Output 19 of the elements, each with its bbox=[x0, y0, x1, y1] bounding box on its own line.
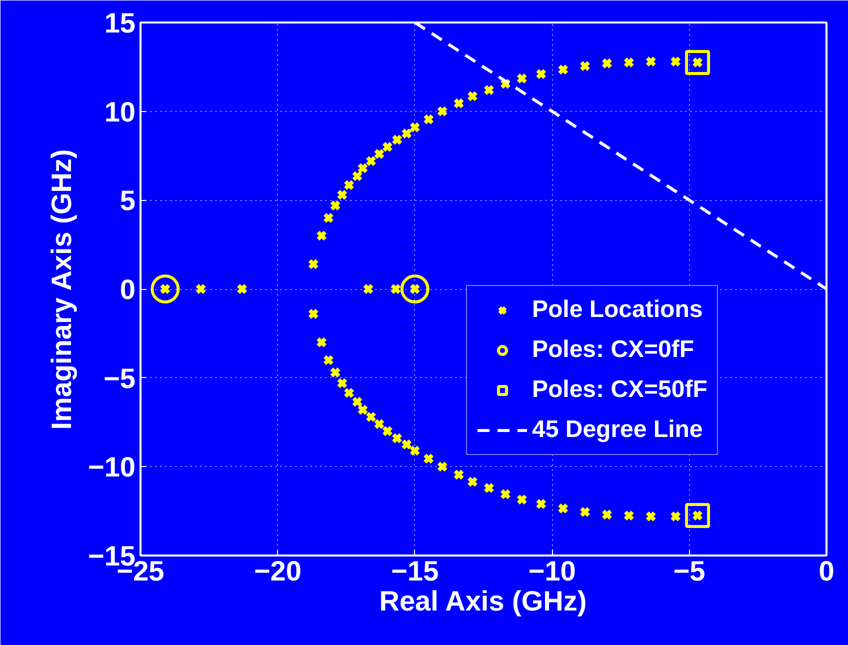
x-tick-label: −20 bbox=[254, 556, 302, 586]
y-tick-label: 0 bbox=[120, 274, 136, 305]
x-axis-title: Real Axis (GHz) bbox=[379, 586, 587, 616]
y-tick-label: 10 bbox=[104, 96, 136, 128]
y-tick-label: 5 bbox=[120, 185, 136, 216]
x-tick-label: −15 bbox=[391, 556, 439, 586]
legend-label: Pole Locations bbox=[532, 296, 703, 324]
y-tick-label: −10 bbox=[88, 452, 136, 483]
legend-label: Poles: CX=0fF bbox=[532, 336, 694, 364]
x-tick-label: −10 bbox=[528, 556, 576, 586]
legend-label: Poles: CX=50fF bbox=[532, 376, 708, 404]
legend-label: 45 Degree Line bbox=[532, 416, 703, 444]
point bbox=[685, 50, 710, 75]
y-tick-label: 15 bbox=[104, 8, 136, 38]
y-tick-label: −5 bbox=[104, 362, 136, 394]
y-axis-title: Imaginary Axis (GHz) bbox=[46, 149, 78, 430]
x-tick-label: −5 bbox=[673, 556, 706, 586]
point bbox=[685, 503, 710, 528]
x-tick-label: 0 bbox=[818, 556, 834, 586]
